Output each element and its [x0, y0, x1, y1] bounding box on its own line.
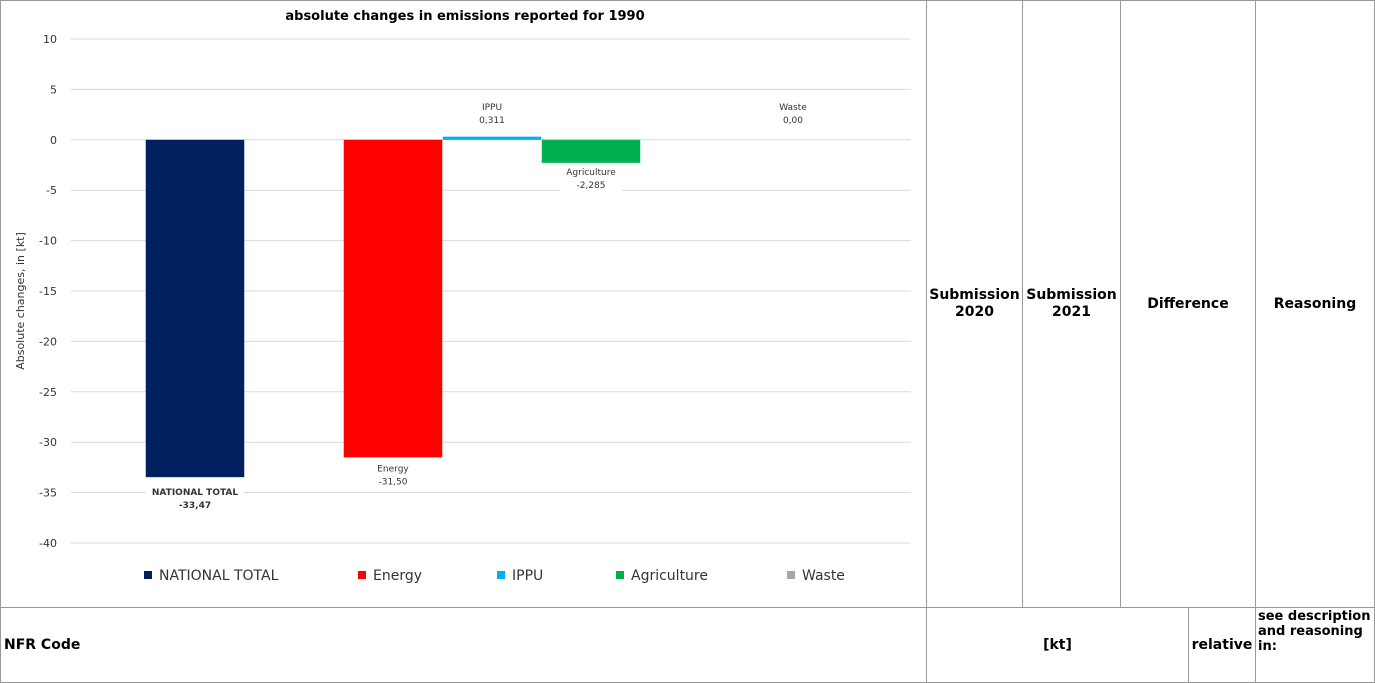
data-label-bg	[560, 164, 622, 193]
bar-agriculture	[541, 139, 641, 163]
y-tick-label: -10	[39, 235, 57, 248]
y-tick-label: 0	[50, 134, 57, 147]
data-label-category: NATIONAL TOTAL	[152, 488, 238, 498]
y-tick-labels: 10 5 0 -5 -10 -15 -20 -25 -30 -35 -40	[39, 33, 57, 550]
data-label-value: 0,311	[479, 116, 505, 126]
y-tick-label: 10	[43, 33, 57, 46]
bars	[145, 136, 641, 478]
emissions-bar-chart: absolute changes in emissions reported f…	[14, 9, 911, 584]
legend-label: IPPU	[512, 568, 543, 584]
unit-kt-header: [kt]	[926, 607, 1189, 683]
header-submission-2020: Submission 2020	[926, 0, 1023, 608]
legend-swatch	[787, 571, 795, 579]
legend-label: Waste	[802, 568, 845, 584]
y-tick-label: 5	[50, 83, 57, 96]
y-tick-label: -40	[39, 537, 57, 550]
data-label-value: 0,00	[783, 116, 803, 126]
data-labels: NATIONAL TOTAL -33,47 Energy -31,50 IPPU 0,31…	[146, 99, 824, 514]
data-label-category: Waste	[779, 103, 807, 113]
data-label-bg	[146, 485, 244, 514]
y-axis-label: Absolute changes, in [kt]	[14, 232, 27, 370]
legend-swatch	[616, 571, 624, 579]
data-label-category: Agriculture	[566, 168, 616, 178]
bar-ippu	[442, 136, 542, 140]
y-tick-label: -5	[46, 184, 57, 197]
relative-header: relative	[1188, 607, 1256, 683]
row-header-nfr-code: NFR Code	[0, 607, 927, 683]
legend-swatch	[497, 571, 505, 579]
chart-title: absolute changes in emissions reported f…	[285, 9, 644, 24]
bar-national-total	[145, 139, 245, 478]
legend-label: Energy	[373, 568, 422, 584]
bar-energy	[343, 139, 443, 458]
data-label-category: IPPU	[482, 103, 502, 113]
y-tick-label: -15	[39, 285, 57, 298]
data-label-bg	[362, 461, 424, 490]
y-tick-label: -20	[39, 335, 57, 348]
header-difference: Difference	[1120, 0, 1256, 608]
y-tick-label: -30	[39, 436, 57, 449]
data-label-category: Energy	[377, 464, 409, 474]
y-tick-label: -35	[39, 487, 57, 500]
see-description-header: see description and reasoning in:	[1255, 607, 1375, 683]
legend-label: Agriculture	[631, 568, 708, 584]
legend-swatch	[144, 571, 152, 579]
data-label-bg	[461, 99, 523, 128]
data-label-value: -31,50	[378, 477, 407, 487]
chart-cell: absolute changes in emissions reported f…	[0, 0, 927, 608]
data-label-value: -2,285	[576, 181, 605, 191]
y-tick-label: -25	[39, 386, 57, 399]
header-submission-2021: Submission 2021	[1022, 0, 1121, 608]
data-label-bg	[762, 99, 824, 128]
legend: NATIONAL TOTAL Energy IPPU Agriculture Waste	[144, 568, 845, 584]
header-reasoning: Reasoning	[1255, 0, 1375, 608]
data-label-value: -33,47	[179, 501, 211, 511]
legend-label: NATIONAL TOTAL	[159, 568, 279, 584]
legend-swatch	[358, 571, 366, 579]
